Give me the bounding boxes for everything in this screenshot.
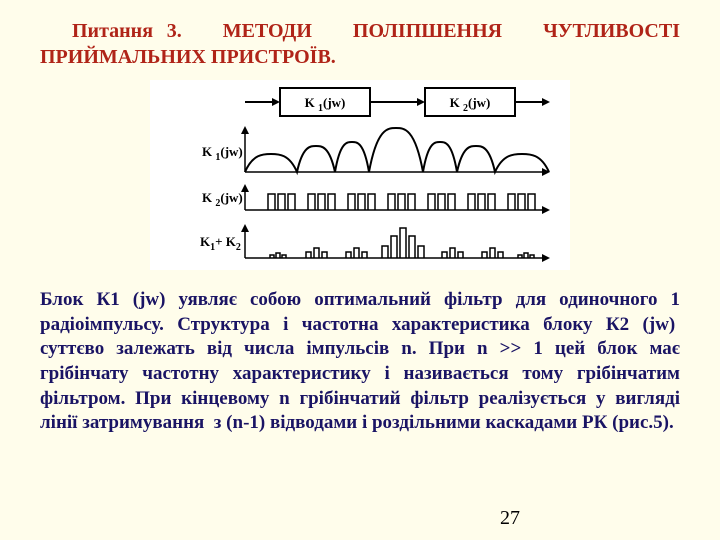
page-number: 27 xyxy=(500,507,520,530)
svg-text:K 2(jw): K 2(jw) xyxy=(450,95,491,114)
title-line1: Питання 3. МЕТОДИ ПОЛІПШЕННЯ ЧУТЛИВОСТІ xyxy=(72,20,680,42)
page: Питання 3. МЕТОДИ ПОЛІПШЕННЯ ЧУТЛИВОСТІ … xyxy=(0,0,720,540)
k2-response-comb xyxy=(241,184,550,214)
body-paragraph: Блок К1 (jw) уявляє собою оптимальний фі… xyxy=(40,288,680,436)
block-diagram-row: K 1(jw) K 2(jw) xyxy=(245,88,550,116)
k1-response-curve xyxy=(241,126,550,176)
title-line2: ПРИЙМАЛЬНИХ ПРИСТРОЇВ. xyxy=(40,44,680,70)
svg-text:K 2(jw): K 2(jw) xyxy=(202,190,243,209)
svg-text:K1+ K2: K1+ K2 xyxy=(200,234,241,253)
combined-response xyxy=(241,224,550,262)
svg-text:K 1(jw): K 1(jw) xyxy=(305,95,346,114)
question-title: Питання 3. МЕТОДИ ПОЛІПШЕННЯ ЧУТЛИВОСТІ … xyxy=(40,18,680,70)
filter-diagram: K 1(jw) K 2(jw) K 1(jw) K 2(jw) K1+ K2 xyxy=(150,80,570,270)
svg-text:K 1(jw): K 1(jw) xyxy=(202,144,243,163)
